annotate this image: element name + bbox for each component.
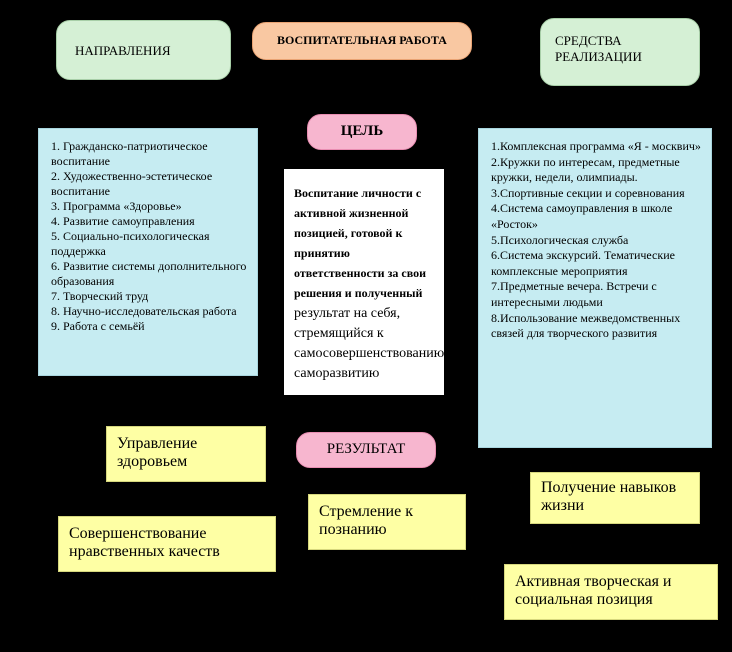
result-knowledge-box: Стремление к познанию <box>308 494 466 550</box>
result-active-position-box: Активная творческая и социальная позиция <box>504 564 718 620</box>
list-item: 5. Социально-психологическая поддержка <box>51 229 247 259</box>
result-knowledge-label: Стремление к познанию <box>319 503 413 538</box>
goal-label-box: ЦЕЛЬ <box>307 114 417 150</box>
directions-list-panel: 1. Гражданско-патриотическое воспитание2… <box>38 128 258 376</box>
list-item: 2. Художественно-эстетическое воспитание <box>51 169 247 199</box>
list-item: 1. Гражданско-патриотическое воспитание <box>51 139 247 169</box>
means-label: СРЕДСТВА РЕАЛИЗАЦИИ <box>555 33 642 64</box>
result-label-box: РЕЗУЛЬТАТ <box>296 432 436 468</box>
list-item: 4. Развитие самоуправления <box>51 214 247 229</box>
goal-text-bold: Воспитание личности с активной жизненной… <box>294 186 426 300</box>
means-box: СРЕДСТВА РЕАЛИЗАЦИИ <box>540 18 700 86</box>
list-item: 6.Система экскурсий. Тематические компле… <box>491 248 701 279</box>
result-health-label: Управление здоровьем <box>117 435 197 470</box>
result-life-skills-label: Получение навыков жизни <box>541 479 676 514</box>
list-item: 1.Комплексная программа «Я - москвич» <box>491 139 701 155</box>
list-item: 4.Система самоуправления в школе «Росток… <box>491 201 701 232</box>
result-active-position-label: Активная творческая и социальная позиция <box>515 573 672 608</box>
list-item: 8.Использование межведомственных связей … <box>491 311 701 342</box>
goal-label-text: ЦЕЛЬ <box>341 123 384 139</box>
list-item: 8. Научно-исследовательская работа <box>51 304 247 319</box>
result-morals-box: Совершенствование нравственных качеств <box>58 516 276 572</box>
goal-text-plain: результат на себя, стремящийся к самосов… <box>294 306 448 381</box>
goal-text-panel: Воспитание личности с активной жизненной… <box>283 168 445 396</box>
result-life-skills-box: Получение навыков жизни <box>530 472 700 524</box>
result-label-text: РЕЗУЛЬТАТ <box>327 441 406 457</box>
list-item: 3.Спортивные секции и соревнования <box>491 186 701 202</box>
list-item: 7. Творческий труд <box>51 289 247 304</box>
result-health-box: Управление здоровьем <box>106 426 266 482</box>
means-list-panel: 1.Комплексная программа «Я - москвич»2.К… <box>478 128 712 448</box>
list-item: 6. Развитие системы дополнительного обра… <box>51 259 247 289</box>
list-item: 2.Кружки по интересам, предметные кружки… <box>491 155 701 186</box>
list-item: 7.Предметные вечера. Встречи с интересны… <box>491 279 701 310</box>
result-morals-label: Совершенствование нравственных качеств <box>69 525 220 560</box>
list-item: 3. Программа «Здоровье» <box>51 199 247 214</box>
directions-label: НАПРАВЛЕНИЯ <box>75 43 171 58</box>
list-item: 5.Психологическая служба <box>491 233 701 249</box>
directions-box: НАПРАВЛЕНИЯ <box>56 20 231 80</box>
title-label: ВОСПИТАТЕЛЬНАЯ РАБОТА <box>277 33 447 47</box>
title-box: ВОСПИТАТЕЛЬНАЯ РАБОТА <box>252 22 472 60</box>
list-item: 9. Работа с семьёй <box>51 319 247 334</box>
